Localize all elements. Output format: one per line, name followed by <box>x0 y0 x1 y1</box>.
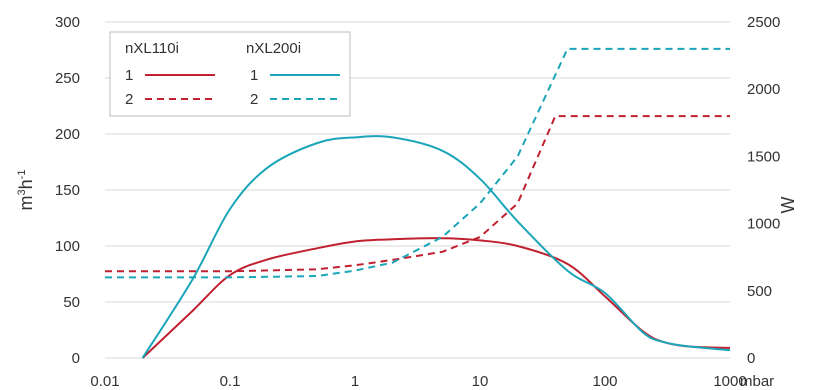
series-lines <box>105 47 731 359</box>
legend-label-nxl200i-1: 1 <box>250 67 258 84</box>
y-right-tick-label: 1000 <box>747 216 780 233</box>
legend-title-nxl110i: nXL110i <box>125 40 179 57</box>
x-tick-label: 1 <box>351 373 359 390</box>
y-left-tick-label: 300 <box>55 14 80 31</box>
y-left-tick-label: 250 <box>55 70 80 87</box>
x-tick-label: 0.1 <box>220 373 241 390</box>
series-line-nxl200i-2 <box>105 47 730 279</box>
legend: nXL110i nXL200i 1 2 1 2 <box>109 31 351 117</box>
left-axis-title: m3h-1 <box>16 170 36 211</box>
y-left-tick-label: 150 <box>55 182 80 199</box>
y-left-tick-label: 100 <box>55 238 80 255</box>
y-left-tick-label: 0 <box>72 350 80 367</box>
y-right-tick-label: 2500 <box>747 14 780 31</box>
legend-label-nxl200i-2: 2 <box>250 91 258 108</box>
legend-label-nxl110i-1: 1 <box>125 67 133 84</box>
right-axis-title: W <box>778 197 798 214</box>
y-right-tick-label: 1500 <box>747 148 780 165</box>
y-right-tick-label: 2000 <box>747 81 780 98</box>
x-tick-label: 10 <box>472 373 489 390</box>
x-unit-label: mbar <box>740 373 774 390</box>
y-right-tick-label: 0 <box>747 350 755 367</box>
right-axis: 0 500 1000 1500 2000 2500 <box>747 14 780 367</box>
series-line-nxl200i-1 <box>141 135 731 359</box>
y-left-tick-label: 200 <box>55 126 80 143</box>
x-axis: 0.01 0.1 1 10 100 1000 <box>90 373 746 390</box>
legend-title-nxl200i: nXL200i <box>246 40 301 57</box>
x-tick-label: 100 <box>592 373 617 390</box>
y-right-tick-label: 500 <box>747 283 772 300</box>
series-line-nxl110i-1 <box>141 237 731 359</box>
series-line-nxl110i-2 <box>105 115 730 273</box>
x-tick-label: 1000 <box>713 373 746 390</box>
x-tick-label: 0.01 <box>90 373 119 390</box>
y-left-tick-label: 50 <box>63 294 80 311</box>
legend-label-nxl110i-2: 2 <box>125 91 133 108</box>
left-axis: 0 50 100 150 200 250 300 <box>55 14 80 367</box>
